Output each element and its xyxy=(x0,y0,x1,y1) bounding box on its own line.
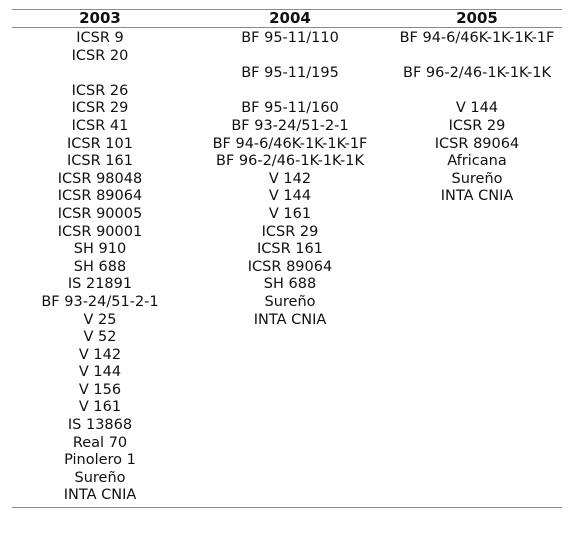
header-2003: 2003 xyxy=(79,9,121,27)
table-body: ICSR 9 ICSR 20 ICSR 26 ICSR 29 ICSR 41 I… xyxy=(12,28,562,507)
column-2005: BF 94-6/46K-1K-1K-1F BF 96-2/46-1K-1K-1K… xyxy=(392,30,562,505)
table-cell: BF 96-2/46-1K-1K-1K xyxy=(216,153,364,170)
table-cell: Real 70 xyxy=(72,434,128,451)
table-cell: V 52 xyxy=(83,329,117,346)
header-rule xyxy=(12,27,562,28)
table-cell: BF 94-6/46K-1K-1K-1F xyxy=(399,30,555,46)
table-cell: ICSR 26 xyxy=(71,82,129,99)
table-cell: V 156 xyxy=(78,381,122,398)
table-cell: BF 93-24/51-2-1 xyxy=(231,117,349,134)
table-cell: INTA CNIA xyxy=(440,188,514,205)
table-cell: ICSR 98048 xyxy=(57,170,143,187)
table-cell: ICSR 9 xyxy=(76,30,124,46)
table-cell: Sureño xyxy=(264,293,316,310)
top-rule xyxy=(12,9,562,10)
header-2005: 2005 xyxy=(456,9,498,27)
table-cell: ICSR 90005 xyxy=(57,205,143,222)
column-2004: BF 95-11/110 BF 95-11/195 BF 95-11/160 B… xyxy=(188,30,392,505)
table-cell: SH 688 xyxy=(73,258,127,275)
table-cell: V 144 xyxy=(78,364,122,381)
table-cell: BF 95-11/160 xyxy=(241,100,339,117)
table-cell: ICSR 29 xyxy=(261,223,319,240)
table-cell: V 144 xyxy=(268,188,312,205)
table-cell: SH 688 xyxy=(263,276,317,293)
table-cell: ICSR 29 xyxy=(71,100,129,117)
column-2003: ICSR 9 ICSR 20 ICSR 26 ICSR 29 ICSR 41 I… xyxy=(12,30,188,505)
header-row: 2003 2004 2005 xyxy=(12,10,562,27)
data-table: 2003 2004 2005 ICSR 9 ICSR 20 ICSR 26 IC… xyxy=(12,9,562,509)
table-cell: ICSR 161 xyxy=(67,153,133,170)
table-cell: Africana xyxy=(447,153,507,170)
table-cell: IS 21891 xyxy=(67,276,133,293)
table-cell: V 161 xyxy=(268,205,312,222)
table-cell: Pinolero 1 xyxy=(64,452,136,469)
table-cell: BF 93-24/51-2-1 xyxy=(41,293,159,310)
table-cell: ICSR 20 xyxy=(71,47,129,64)
table-cell: ICSR 89064 xyxy=(57,188,143,205)
table-cell: Sureño xyxy=(451,170,503,187)
table-cell: ICSR 89064 xyxy=(247,258,333,275)
table-cell: BF 95-11/195 xyxy=(241,65,339,82)
table-cell: ICSR 29 xyxy=(448,117,506,134)
header-2004: 2004 xyxy=(269,9,311,27)
table-cell: ICSR 41 xyxy=(71,117,129,134)
table-cell: BF 96-2/46-1K-1K-1K xyxy=(403,65,551,82)
table-cell: ICSR 161 xyxy=(257,241,323,258)
table-cell: ICSR 89064 xyxy=(434,135,520,152)
table-cell: BF 95-11/110 xyxy=(241,30,339,46)
table-cell: V 25 xyxy=(83,311,117,328)
bottom-rule xyxy=(12,507,562,509)
table-cell: INTA CNIA xyxy=(253,311,327,328)
table-cell: V 142 xyxy=(268,170,312,187)
table-cell: Sureño xyxy=(74,469,126,486)
table-cell: V 161 xyxy=(78,399,122,416)
table-cell: SH 910 xyxy=(73,241,127,258)
table-cell: IS 13868 xyxy=(67,417,133,434)
table-cell: V 142 xyxy=(78,346,122,363)
table-cell: ICSR 101 xyxy=(67,135,133,152)
table-cell: INTA CNIA xyxy=(63,487,137,504)
table-cell: ICSR 90001 xyxy=(57,223,143,240)
table-cell: V 144 xyxy=(455,100,499,117)
table-cell: BF 94-6/46K-1K-1K-1F xyxy=(212,135,368,152)
